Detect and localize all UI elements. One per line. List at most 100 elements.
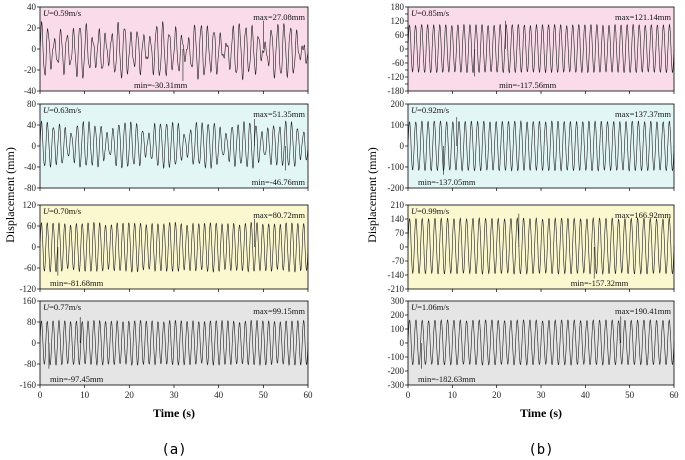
y-tick-label: -20 [24, 65, 36, 75]
y-axis-label-b: Displacement (mm) [365, 147, 379, 243]
y-axis-label-a: Displacement (mm) [3, 147, 17, 243]
max-label-a-4: max=99.15mm [253, 306, 305, 316]
velocity-label-b-2: U=0.92m/s [411, 105, 449, 115]
y-tick-label: 0 [32, 242, 37, 252]
y-tick-label: 20 [27, 23, 37, 33]
max-label-b-2: max=137.37mm [615, 109, 671, 119]
velocity-symbol: U [43, 302, 50, 312]
y-tick-label: 100 [391, 120, 405, 130]
signal-line-a-4 [39, 319, 309, 367]
x-tick-label: 60 [304, 390, 314, 400]
x-tick-label: 20 [125, 390, 135, 400]
y-tick-label: 160 [23, 296, 37, 306]
velocity-value: =0.70m/s [49, 206, 81, 216]
velocity-label-a-2: U=0.63m/s [43, 105, 81, 115]
panel-a-1: -40 -20 0 20 40 U=0.59m/s max=27.08mm min=-30.3… [24, 2, 309, 96]
y-tick-label: 300 [391, 296, 405, 306]
y-tick-label: -300 [388, 380, 405, 390]
x-tick-label: 20 [492, 390, 502, 400]
y-tick-label: 60 [27, 221, 37, 231]
velocity-value: =0.59m/s [49, 8, 81, 18]
panel-b-1: -180 -120 -60 0 60 120 180 U=0.85m/s max=121.14m… [388, 2, 675, 96]
max-label-b-4: max=190.41mm [615, 306, 671, 316]
y-tick-label: 40 [27, 120, 37, 130]
max-label-a-2: max=51.35mm [253, 109, 305, 119]
x-tick-label: 60 [670, 390, 680, 400]
velocity-symbol: U [411, 105, 418, 115]
y-tick-label: 0 [400, 242, 405, 252]
y-tick-label: -120 [20, 284, 37, 294]
x-axis-label-b: Time (s) [520, 406, 562, 420]
y-tick-label: -80 [24, 359, 36, 369]
velocity-value: =0.77m/s [49, 302, 81, 312]
y-tick-label: -210 [388, 284, 405, 294]
x-tick-label: 0 [406, 390, 411, 400]
velocity-value: =0.92m/s [417, 105, 449, 115]
x-tick-label: 30 [170, 390, 180, 400]
velocity-symbol: U [411, 206, 418, 216]
signal-line-a-1 [39, 20, 309, 81]
min-label-b-4: min=-182.63mm [418, 374, 476, 384]
y-tick-label: -180 [388, 86, 405, 96]
signal-line-a-3 [39, 221, 309, 273]
y-tick-label: 120 [23, 200, 37, 210]
y-tick-label: 180 [391, 2, 405, 12]
y-tick-label: 200 [391, 310, 405, 320]
min-label-a-2: min=-46.76mm [252, 177, 306, 187]
y-tick-label: -40 [24, 86, 36, 96]
velocity-label-a-4: U=0.77m/s [43, 302, 81, 312]
max-label-a-3: max=80.72mm [253, 210, 305, 220]
x-tick-label: 10 [448, 390, 458, 400]
min-label-a-1: min=-30.31mm [134, 80, 188, 90]
y-tick-label: -120 [388, 72, 405, 82]
y-tick-label: 40 [27, 2, 37, 12]
velocity-value: =1.06m/s [417, 302, 449, 312]
y-tick-label: -60 [24, 263, 36, 273]
max-label-a-1: max=27.08mm [253, 12, 305, 22]
x-tick-label: 50 [259, 390, 269, 400]
velocity-value: =0.99m/s [417, 206, 449, 216]
max-label-b-1: max=121.14mm [615, 12, 671, 22]
panel-b-2: -200 -100 0 100 200 U=0.92m/s max=137.37mm min=… [388, 99, 675, 193]
min-label-b-2: min=-137.05mm [418, 177, 476, 187]
y-tick-label: 0 [400, 338, 405, 348]
y-tick-label: 200 [391, 99, 405, 109]
y-tick-label: -70 [392, 256, 404, 266]
panel-b-4: -300 -200 -100 0 100 200 300 0 10 20 30 40 50 60 U=1.0… [388, 296, 680, 400]
velocity-symbol: U [411, 8, 418, 18]
min-label-b-3: min=-157.32mm [571, 278, 629, 288]
y-tick-label: 0 [32, 338, 37, 348]
signal-line-b-4 [407, 319, 675, 366]
y-tick-label: 140 [391, 214, 405, 224]
y-tick-label: 120 [391, 16, 405, 26]
y-tick-label: 0 [32, 44, 37, 54]
signal-line-a-2 [39, 120, 309, 170]
velocity-label-b-1: U=0.85m/s [411, 8, 449, 18]
panel-b-3: -210 -140 -70 0 70 140 210 U=0.99m/s max=166.92m… [388, 200, 675, 294]
min-label-a-3: min=-81.68mm [50, 278, 104, 288]
panel-a-2: -80 -40 0 40 80 U=0.63m/s max=51.35mm min=-46.7… [24, 99, 309, 193]
y-tick-label: 80 [27, 99, 37, 109]
x-tick-label: 50 [625, 390, 635, 400]
y-tick-label: -200 [388, 183, 405, 193]
velocity-label-a-3: U=0.70m/s [43, 206, 81, 216]
velocity-symbol: U [43, 8, 50, 18]
y-tick-label: -60 [392, 58, 404, 68]
velocity-symbol: U [43, 105, 50, 115]
y-tick-label: 70 [395, 228, 405, 238]
y-tick-label: -140 [388, 270, 405, 280]
panel-a-4: -160 -80 0 80 160 0 10 20 30 40 50 60 U=0.77m/s max=9… [20, 296, 314, 400]
x-tick-label: 40 [581, 390, 591, 400]
y-tick-label: 210 [391, 200, 405, 210]
y-tick-label: 100 [391, 324, 405, 334]
x-tick-label: 40 [214, 390, 224, 400]
y-tick-label: 60 [395, 30, 405, 40]
y-tick-label: -40 [24, 162, 36, 172]
y-tick-label: -160 [20, 380, 37, 390]
signal-line-b-3 [407, 216, 675, 276]
x-tick-label: 10 [80, 390, 90, 400]
min-label-b-1: min=-117.56mm [499, 80, 557, 90]
velocity-label-a-1: U=0.59m/s [43, 8, 81, 18]
